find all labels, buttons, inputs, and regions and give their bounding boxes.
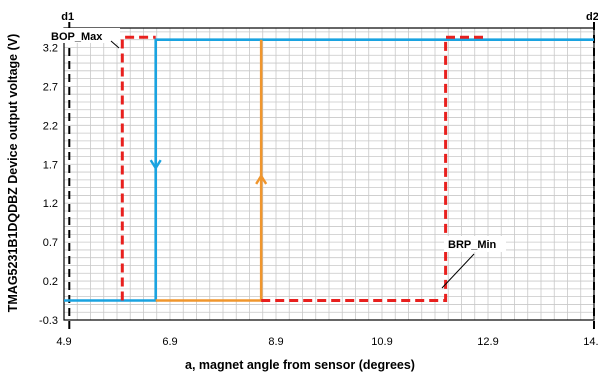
reference-label-d2: d2 (586, 11, 598, 23)
grid (64, 28, 594, 321)
y-tick-label: 0.2 (43, 276, 58, 288)
annotation-bg (48, 28, 120, 43)
x-tick-labels: 4.9 6.9 8.9 10.9 12.9 14.9 (56, 336, 598, 348)
annotation-bop-max: BOP_Max (51, 31, 103, 43)
x-axis-title: a, magnet angle from sensor (degrees) (185, 358, 415, 372)
annotations: BOP_Max BRP_Min (48, 28, 506, 289)
y-axis-title: TMAG5231B1DQDBZ Device output voltage (V… (6, 34, 20, 313)
series-line-3 (120, 35, 156, 301)
annotation-bg (444, 236, 506, 252)
y-tick-label: 0.7 (43, 237, 58, 249)
reference-label-d1: d1 (61, 11, 74, 23)
annotation-brp-min: BRP_Min (448, 239, 497, 251)
direction-arrow-up (255, 173, 268, 185)
y-tick-label: 1.2 (43, 198, 58, 210)
y-tick-labels: 3.2 2.7 2.2 1.7 1.2 0.7 0.2 -0.3 (39, 42, 58, 327)
direction-arrow-down (149, 159, 162, 171)
x-tick-label: 14.9 (583, 336, 598, 348)
x-tick-label: 4.9 (56, 336, 71, 348)
x-tick-label: 8.9 (268, 336, 283, 348)
x-tick-label: 10.9 (371, 336, 392, 348)
y-tick-label: 3.2 (43, 42, 58, 54)
y-tick-label: 2.2 (43, 120, 58, 132)
reference-lines: d1 d2 (61, 11, 598, 330)
annotation-leader (441, 253, 475, 289)
y-tick-label: 2.7 (43, 81, 58, 93)
y-tick-label: 1.7 (43, 159, 58, 171)
y-tick-label: -0.3 (39, 315, 58, 327)
annotation-leader (110, 40, 120, 49)
series-group (64, 35, 594, 302)
x-tick-label: 6.9 (162, 336, 177, 348)
x-tick-label: 12.9 (477, 336, 498, 348)
series-line-4 (261, 35, 488, 302)
plot-area-border (63, 27, 595, 321)
